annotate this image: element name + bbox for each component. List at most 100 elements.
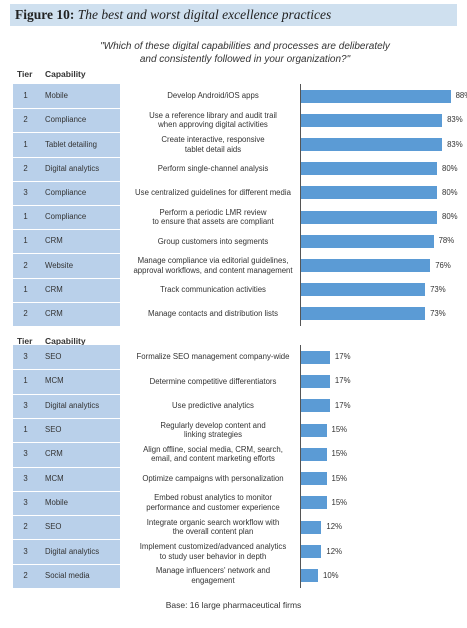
tier-value: 2 xyxy=(23,570,28,580)
bar-axis xyxy=(300,345,301,588)
bar-value-label: 78% xyxy=(438,236,455,246)
row-separator xyxy=(13,417,120,419)
practice-line: Formalize SEO management company-wide xyxy=(136,352,290,362)
row-separator xyxy=(13,301,120,303)
practice-line: Implement customized/advanced analytics xyxy=(139,542,287,552)
bar-value-label: 17% xyxy=(334,352,351,362)
tier-value: 3 xyxy=(23,497,28,507)
tier-value: 1 xyxy=(23,212,28,222)
bar xyxy=(301,399,330,413)
capability-label: MCM xyxy=(45,376,64,386)
bar-value-label: 12% xyxy=(326,546,342,556)
bar-value-label: 83% xyxy=(447,139,463,149)
practice-line: the overall content plan xyxy=(172,527,254,537)
practice-line: engagement xyxy=(191,575,235,585)
bar-value-label: 76% xyxy=(435,260,451,270)
capability-label: SEO xyxy=(45,425,62,435)
tier-header: Tier xyxy=(17,336,33,346)
tier-value: 2 xyxy=(23,260,28,270)
practice-label: Perform a periodic LMR review to ensure t… xyxy=(133,208,293,227)
capability-label: SEO xyxy=(45,352,62,362)
practice-line: Manage contacts and distribution lists xyxy=(147,309,279,319)
bar xyxy=(301,472,327,486)
capability-label: Digital analytics xyxy=(45,400,100,410)
bar xyxy=(301,283,426,297)
tier-value: 1 xyxy=(23,284,28,294)
practice-line: when approving digital activities xyxy=(158,120,268,130)
capability-header: Capability xyxy=(45,69,86,79)
practice-label: Group customers into segments xyxy=(133,237,293,247)
figure-title-text: The best and worst digital excellence pr… xyxy=(77,7,332,22)
practice-label: Implement customized/advanced analytics t… xyxy=(133,542,293,561)
practice-label: Use centralized guidelines for different… xyxy=(133,188,293,198)
practice-line: Align offline, social media, CRM, search… xyxy=(143,444,283,454)
bar xyxy=(301,138,443,151)
practice-label: Align offline, social media, CRM, search… xyxy=(133,445,293,464)
practice-line: Integrate organic search workflow with xyxy=(146,517,280,527)
tier-value: 1 xyxy=(23,236,28,246)
practice-line: linking strategies xyxy=(183,430,243,440)
row-separator xyxy=(13,277,120,279)
capability-label: Compliance xyxy=(45,187,87,197)
practice-line: Optimize campaigns with personalization xyxy=(142,473,284,483)
bar xyxy=(301,520,322,534)
row-separator xyxy=(13,563,120,565)
bar-value-label: 12% xyxy=(326,522,342,532)
practice-line: to ensure that assets are compliant xyxy=(152,217,274,227)
practice-label: Manage influencers' network and engagemen… xyxy=(133,566,293,585)
row-separator xyxy=(13,515,120,517)
capability-label: CRM xyxy=(45,449,63,459)
row-separator xyxy=(13,132,120,134)
bar-value-label: 15% xyxy=(331,425,348,435)
bar xyxy=(301,210,437,224)
bar xyxy=(301,259,431,272)
bar-value-label: 83% xyxy=(447,115,463,125)
tier-value: 3 xyxy=(23,400,28,410)
bar xyxy=(301,113,443,127)
practice-label: Formalize SEO management company-wide xyxy=(133,352,293,362)
practice-line: Perform a periodic LMR review xyxy=(159,207,267,217)
bar xyxy=(301,423,327,437)
bar xyxy=(301,447,327,461)
tier-value: 2 xyxy=(23,163,28,173)
capability-label: Digital analytics xyxy=(45,546,100,556)
bar xyxy=(301,162,437,176)
practice-line: Group customers into segments xyxy=(157,236,269,246)
capability-label: Mobile xyxy=(45,91,68,101)
practice-label: Use predictive analytics xyxy=(133,401,293,411)
capability-label: Digital analytics xyxy=(45,163,100,173)
bar-value-label: 17% xyxy=(334,400,351,410)
bar xyxy=(301,89,451,103)
bar-value-label: 88% xyxy=(455,91,467,101)
bar-value-label: 10% xyxy=(323,570,339,580)
base-note: Base: 16 large pharmaceutical firms xyxy=(165,600,302,610)
bar xyxy=(301,350,330,364)
practice-label: Integrate organic search workflow with th… xyxy=(133,518,293,537)
practice-label: Manage compliance via editorial guidelin… xyxy=(133,256,293,275)
capability-label: Social media xyxy=(45,570,90,580)
row-separator xyxy=(13,156,120,158)
capability-label: Compliance xyxy=(45,115,87,125)
practice-label: Optimize campaigns with personalization xyxy=(133,474,293,484)
practice-line: approval workflows, and content manageme… xyxy=(133,265,293,275)
tier-value: 3 xyxy=(23,473,28,483)
bar-value-label: 80% xyxy=(442,163,458,173)
bar xyxy=(301,374,330,388)
row-separator xyxy=(13,393,120,395)
practice-line: Regularly develop content and xyxy=(160,420,266,430)
row-separator xyxy=(13,205,120,206)
capability-label: Compliance xyxy=(45,212,87,222)
practice-line: Perform single-channel analysis xyxy=(157,163,269,173)
practice-label: Create interactive, responsive tablet det… xyxy=(133,135,293,154)
capability-header: Capability xyxy=(45,336,86,346)
practice-line: performance and customer experience xyxy=(146,502,280,512)
row-separator xyxy=(13,229,120,231)
bar-value-label: 80% xyxy=(442,187,458,197)
bar-value-label: 80% xyxy=(442,212,458,222)
figure-title: Figure 10: The best and worst digital ex… xyxy=(10,4,457,26)
row-separator xyxy=(13,442,120,444)
practice-line: Embed robust analytics to monitor xyxy=(154,493,272,503)
tier-value: 1 xyxy=(23,139,28,149)
tier-value: 3 xyxy=(23,449,28,459)
practice-line: Create interactive, responsive xyxy=(161,135,265,144)
